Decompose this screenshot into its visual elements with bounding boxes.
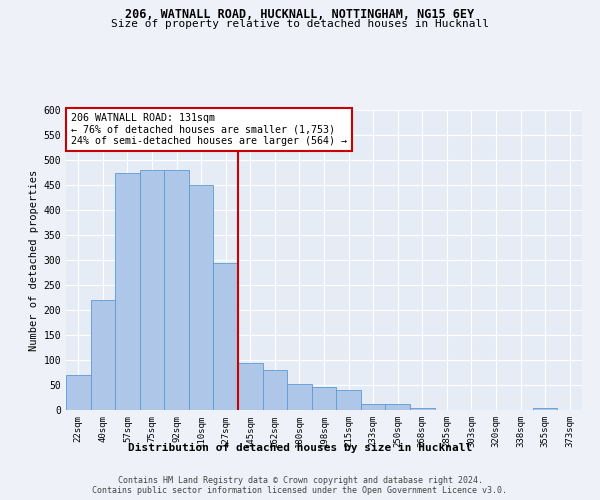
Bar [189, 185, 214, 410]
Bar [66, 375, 91, 410]
Bar [91, 300, 115, 410]
Bar [312, 387, 336, 410]
Bar [287, 384, 312, 410]
Text: 206, WATNALL ROAD, HUCKNALL, NOTTINGHAM, NG15 6EY: 206, WATNALL ROAD, HUCKNALL, NOTTINGHAM,… [125, 8, 475, 20]
Text: 206 WATNALL ROAD: 131sqm
← 76% of detached houses are smaller (1,753)
24% of sem: 206 WATNALL ROAD: 131sqm ← 76% of detach… [71, 113, 347, 146]
Bar [385, 404, 410, 410]
Bar [361, 404, 385, 410]
Bar [263, 370, 287, 410]
Bar [115, 172, 140, 410]
Text: Size of property relative to detached houses in Hucknall: Size of property relative to detached ho… [111, 19, 489, 29]
Y-axis label: Number of detached properties: Number of detached properties [29, 170, 40, 350]
Bar [410, 408, 434, 410]
Bar [238, 362, 263, 410]
Text: Contains HM Land Registry data © Crown copyright and database right 2024.: Contains HM Land Registry data © Crown c… [118, 476, 482, 485]
Bar [214, 262, 238, 410]
Bar [533, 408, 557, 410]
Bar [140, 170, 164, 410]
Bar [164, 170, 189, 410]
Text: Distribution of detached houses by size in Hucknall: Distribution of detached houses by size … [128, 442, 472, 452]
Text: Contains public sector information licensed under the Open Government Licence v3: Contains public sector information licen… [92, 486, 508, 495]
Bar [336, 390, 361, 410]
